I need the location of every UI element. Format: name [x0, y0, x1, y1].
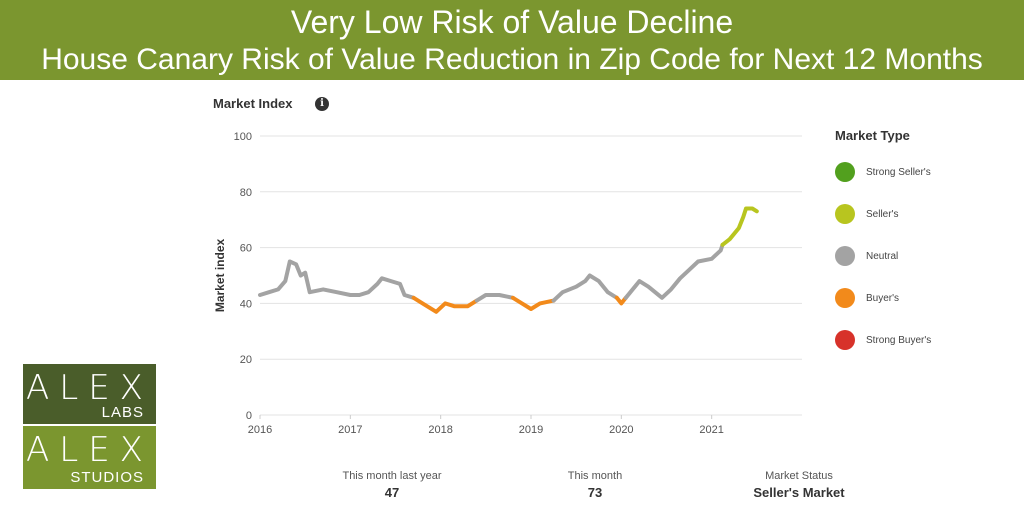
legend-item-sellers: Seller's — [835, 193, 931, 235]
stat-this-month-value: 73 — [587, 485, 603, 500]
legend: Market Type Strong Seller's Seller's Neu… — [835, 128, 931, 361]
series-line-neutral — [474, 293, 515, 303]
series-line-neutral — [623, 242, 725, 300]
series-line-buyers — [614, 295, 628, 306]
banner-subtitle: House Canary Risk of Value Reduction in … — [41, 43, 983, 76]
stat-market-status: Market Status Seller's Market — [734, 470, 864, 500]
x-tick-label: 2016 — [248, 424, 272, 436]
legend-label: Buyer's — [866, 292, 900, 304]
stat-market-status-label: Market Status — [765, 470, 833, 482]
legend-item-neutral: Neutral — [835, 235, 931, 277]
title-banner: Very Low Risk of Value Decline House Can… — [0, 0, 1024, 80]
legend-label: Seller's — [866, 208, 899, 220]
series-line-buyers — [411, 295, 479, 314]
chart-panel-title: Market Index — [213, 96, 293, 111]
x-tick-label: 2018 — [428, 424, 452, 436]
legend-label: Strong Seller's — [866, 166, 931, 178]
banner-title: Very Low Risk of Value Decline — [290, 4, 734, 40]
y-tick-label: 0 — [246, 410, 252, 422]
series-line-neutral — [258, 259, 416, 300]
series-line-buyers — [510, 295, 556, 311]
y-tick-label: 60 — [240, 243, 252, 255]
y-tick-label: 100 — [234, 131, 252, 143]
legend-swatch — [835, 204, 855, 224]
x-tick-label: 2020 — [609, 424, 633, 436]
legend-label: Strong Buyer's — [866, 334, 932, 346]
market-index-chart: 0 20 40 60 80 100 2016 2017 2018 2019 2020 2021 Mark… — [213, 131, 802, 436]
legend-swatch — [835, 246, 855, 266]
alex-studios-logo: ALEX STUDIOS — [23, 426, 156, 489]
stat-this-month: This month 73 — [545, 470, 645, 500]
x-tick-label: 2021 — [699, 424, 723, 436]
logo-top-subtitle: LABS — [101, 404, 144, 421]
y-tick-label: 40 — [240, 298, 252, 310]
stat-last-year: This month last year 47 — [330, 470, 454, 500]
legend-title: Market Type — [835, 128, 910, 143]
stat-this-month-label: This month — [567, 470, 623, 482]
stat-market-status-value: Seller's Market — [753, 485, 845, 500]
series-line-sellers — [720, 206, 759, 247]
logo-bottom-subtitle: STUDIOS — [70, 469, 144, 486]
alex-labs-logo: ALEX LABS — [23, 364, 156, 424]
info-icon[interactable]: i — [315, 97, 329, 111]
legend-swatch — [835, 330, 855, 350]
legend-item-buyers: Buyer's — [835, 277, 931, 319]
stat-last-year-value: 47 — [384, 485, 400, 500]
logo-top-wordmark: ALEX — [26, 368, 153, 408]
y-tick-label: 80 — [240, 187, 252, 199]
logo-bottom-wordmark: ALEX — [26, 430, 153, 470]
x-tick-label: 2019 — [519, 424, 543, 436]
legend-item-strong-sellers: Strong Seller's — [835, 151, 931, 193]
x-tick-label: 2017 — [338, 424, 362, 436]
legend-swatch — [835, 162, 855, 182]
series-line-neutral — [551, 273, 619, 303]
legend-label: Neutral — [866, 250, 899, 262]
y-tick-label: 20 — [240, 354, 252, 366]
legend-item-strong-buyers: Strong Buyer's — [835, 319, 931, 361]
y-axis-label: Market index — [213, 238, 227, 312]
legend-swatch — [835, 288, 855, 308]
stat-last-year-label: This month last year — [342, 470, 442, 482]
